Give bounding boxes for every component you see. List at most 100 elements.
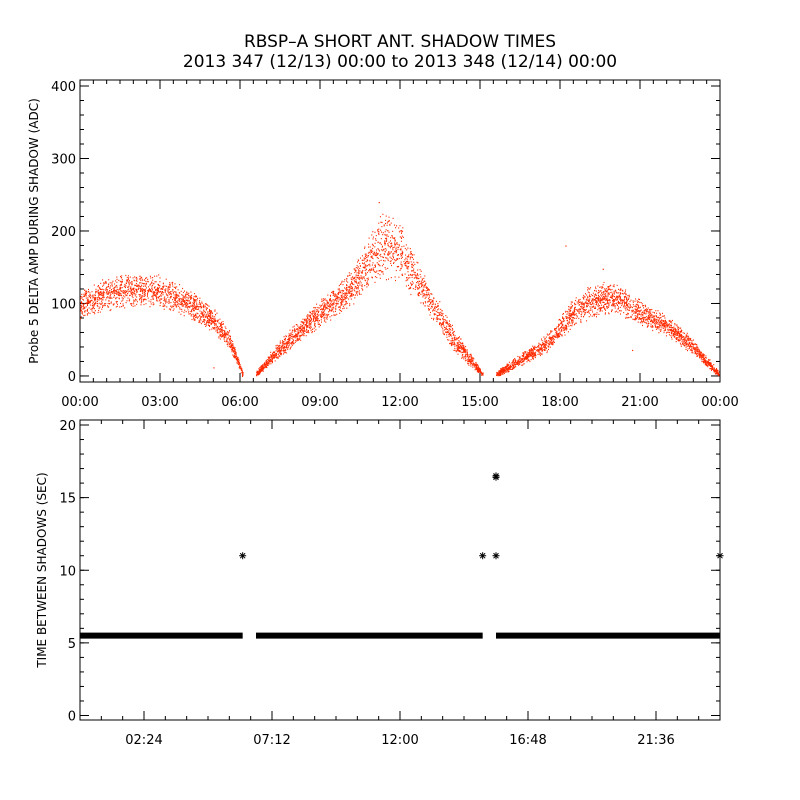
data-point [434, 307, 435, 309]
data-point [417, 292, 419, 294]
data-point [314, 323, 316, 325]
data-point [275, 356, 277, 358]
data-point [186, 293, 188, 295]
data-point [218, 337, 220, 339]
data-point [680, 336, 682, 338]
data-point [264, 362, 265, 364]
data-point [86, 313, 88, 315]
data-point [127, 286, 129, 288]
data-point [262, 369, 264, 371]
data-point [342, 305, 344, 308]
data-point [630, 304, 631, 306]
data-point [648, 311, 650, 313]
data-point [88, 307, 90, 309]
data-point [340, 309, 341, 312]
data-point [194, 301, 195, 303]
data-point [144, 289, 146, 291]
data-point [204, 316, 206, 318]
data-point [574, 304, 576, 306]
data-point [296, 324, 298, 326]
data-point [409, 253, 411, 255]
data-point [296, 338, 298, 340]
data-point [207, 317, 209, 320]
data-point [434, 308, 436, 310]
data-point [358, 276, 360, 278]
data-point [160, 294, 162, 296]
data-point [341, 300, 343, 302]
data-point [550, 330, 552, 332]
data-point [637, 301, 639, 303]
data-point [336, 296, 338, 298]
data-point [398, 243, 400, 246]
data-point [231, 345, 233, 347]
data-point [406, 265, 408, 267]
data-point [108, 284, 110, 286]
data-point [432, 299, 434, 301]
data-point [202, 305, 204, 307]
data-point [274, 351, 276, 353]
data-point [147, 293, 149, 295]
data-point [383, 256, 384, 259]
data-point [464, 348, 466, 350]
data-point [98, 292, 100, 294]
data-point [87, 308, 88, 310]
data-point [356, 277, 358, 279]
data-point [371, 268, 373, 270]
data-point [85, 293, 87, 295]
data-point [165, 288, 167, 290]
data-point [205, 311, 206, 313]
data-point [417, 262, 419, 264]
data-point [193, 310, 195, 312]
data-point [188, 292, 190, 294]
data-point [579, 310, 581, 312]
data-point [94, 297, 96, 300]
data-point [275, 345, 277, 347]
data-point [654, 318, 656, 320]
data-point [620, 292, 622, 294]
data-point [313, 311, 315, 313]
data-point [402, 230, 404, 232]
data-point [675, 334, 677, 336]
data-point [116, 301, 118, 303]
data-point [626, 304, 628, 307]
data-point [650, 317, 652, 319]
data-point [178, 305, 180, 307]
data-point [193, 303, 195, 305]
data-point [682, 332, 684, 334]
data-point [439, 322, 441, 324]
data-point [377, 231, 379, 233]
data-point [578, 312, 580, 314]
data-point [534, 347, 536, 349]
data-point [424, 280, 426, 282]
data-point [400, 248, 402, 250]
data-point [453, 340, 455, 342]
data-point [445, 319, 446, 321]
data-point [351, 291, 353, 293]
data-point [678, 334, 680, 336]
data-point [317, 318, 319, 320]
data-point [369, 263, 371, 265]
data-point [364, 258, 366, 260]
data-point [422, 288, 424, 290]
data-point [445, 331, 447, 333]
data-point [665, 325, 667, 327]
data-point [438, 314, 440, 316]
data-point [113, 288, 115, 290]
data-point [316, 303, 318, 305]
data-point [106, 297, 108, 299]
data-point [156, 297, 157, 299]
data-point [424, 295, 426, 297]
data-point [270, 363, 272, 365]
data-point [303, 331, 305, 334]
data-point [182, 291, 184, 294]
data-point [97, 293, 99, 295]
data-point [127, 289, 129, 291]
data-point [369, 269, 371, 271]
data-point [86, 292, 87, 295]
data-point [698, 352, 700, 354]
data-point [417, 284, 419, 286]
data-point [261, 369, 263, 371]
data-point [80, 310, 82, 312]
data-point [292, 343, 294, 345]
data-point [291, 341, 293, 343]
